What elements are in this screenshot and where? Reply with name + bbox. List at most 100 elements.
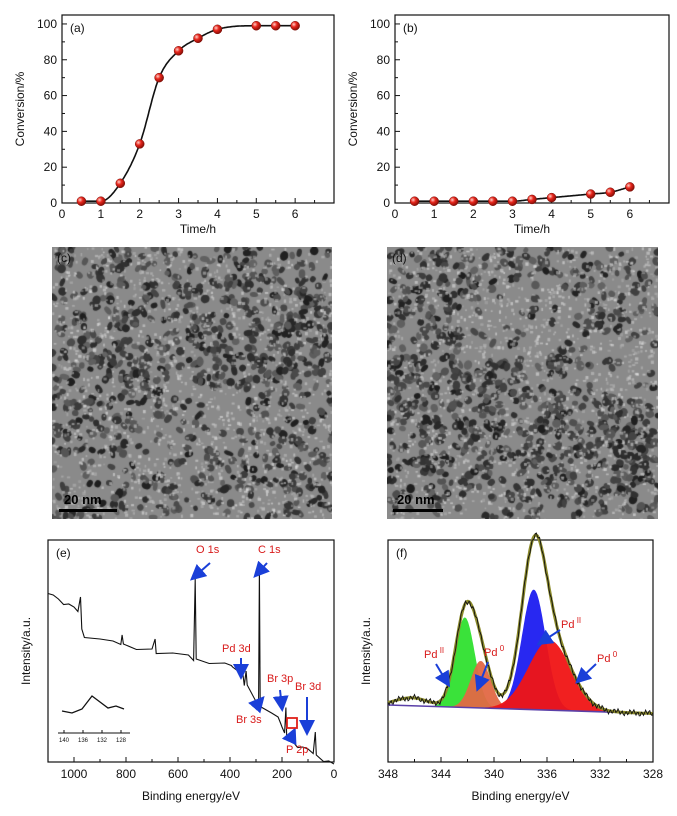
y-tick-label: 80 bbox=[44, 53, 58, 67]
x-tick-label: 5 bbox=[587, 207, 594, 221]
data-point bbox=[134, 139, 145, 149]
data-point bbox=[251, 20, 262, 31]
x-tick-label: 2 bbox=[470, 207, 477, 221]
inset-spectrum bbox=[61, 695, 125, 714]
data-point bbox=[625, 182, 635, 192]
scale-text-d: 20 nm bbox=[397, 492, 435, 507]
data-point bbox=[448, 196, 459, 206]
annotation-arrow bbox=[253, 560, 271, 578]
data-point bbox=[605, 187, 616, 198]
data-point bbox=[193, 33, 203, 44]
data-point bbox=[527, 194, 537, 205]
x-tick-label: 2 bbox=[136, 207, 143, 221]
x-tick-label: 6 bbox=[292, 207, 299, 221]
peak-pdII-3d3-fill bbox=[425, 617, 505, 709]
data-point bbox=[546, 192, 557, 203]
data-point bbox=[507, 196, 518, 206]
tem-image-d: (d) 20 nm bbox=[387, 247, 658, 519]
experimental-trace bbox=[387, 532, 654, 717]
data-point bbox=[115, 178, 126, 189]
x-axis-label: Binding energy/eV bbox=[471, 789, 569, 803]
data-point bbox=[154, 72, 164, 83]
inset-tick-label: 132 bbox=[97, 738, 108, 744]
tem-texture-d bbox=[387, 247, 658, 519]
x-tick-label: 0 bbox=[59, 207, 66, 221]
x-tick-label: 800 bbox=[116, 767, 136, 781]
x-tick-label: 3 bbox=[509, 207, 516, 221]
y-tick-label: 40 bbox=[44, 124, 58, 138]
annotation-arrow bbox=[575, 663, 597, 684]
panel-label: (b) bbox=[403, 21, 418, 35]
x-tick-label: 0 bbox=[331, 767, 338, 781]
y-tick-label: 60 bbox=[377, 89, 391, 103]
inset-tick-label: 136 bbox=[78, 738, 89, 744]
y-axis-label: Conversion/% bbox=[13, 71, 27, 146]
data-point bbox=[290, 20, 300, 31]
tem-texture-c bbox=[52, 247, 332, 519]
peak-label: Pd II bbox=[424, 646, 444, 661]
fit-line bbox=[81, 24, 296, 202]
x-tick-label: 0 bbox=[392, 207, 399, 221]
x-tick-label: 340 bbox=[484, 767, 504, 781]
data-point bbox=[468, 196, 479, 206]
peak-annotation: Br 3p bbox=[267, 673, 293, 685]
peak-pdII-3d5-fill bbox=[486, 589, 582, 712]
panel-label: (f) bbox=[396, 546, 407, 560]
peak-annotation: C 1s bbox=[258, 544, 281, 556]
x-axis-label: Time/h bbox=[514, 222, 550, 236]
x-tick-label: 1 bbox=[98, 207, 105, 221]
annotation-arrow bbox=[248, 695, 265, 714]
x-tick-label: 1 bbox=[431, 207, 438, 221]
data-point bbox=[488, 196, 498, 206]
plot-frame bbox=[394, 14, 670, 204]
x-tick-label: 332 bbox=[590, 767, 610, 781]
x-tick-label: 6 bbox=[627, 207, 634, 221]
x-tick-label: 400 bbox=[220, 767, 240, 781]
y-tick-label: 40 bbox=[377, 124, 391, 138]
tem-image-c: (c) 20 nm bbox=[52, 247, 332, 519]
data-point bbox=[270, 20, 281, 31]
y-axis-label: Intensity/a.u. bbox=[19, 617, 33, 685]
peak-pd0-3d5-fill bbox=[464, 640, 635, 713]
annotation-arrow bbox=[474, 661, 490, 692]
x-tick-label: 348 bbox=[378, 767, 398, 781]
peak-label: Pd II bbox=[561, 616, 581, 631]
y-tick-label: 100 bbox=[370, 17, 390, 31]
spectrum-line bbox=[47, 566, 335, 765]
x-tick-label: 344 bbox=[431, 767, 451, 781]
annotation-arrow bbox=[272, 689, 289, 712]
data-point bbox=[409, 196, 420, 206]
peak-annotation: Br 3s bbox=[236, 714, 262, 726]
x-tick-label: 3 bbox=[175, 207, 182, 221]
y-tick-label: 60 bbox=[44, 89, 58, 103]
panel-label-d: (d) bbox=[392, 251, 407, 265]
plot-frame bbox=[47, 539, 335, 763]
scale-bar-d bbox=[393, 509, 443, 512]
annotation-arrow bbox=[536, 629, 561, 646]
data-point bbox=[76, 196, 87, 206]
x-tick-label: 5 bbox=[253, 207, 260, 221]
y-axis-label: Conversion/% bbox=[346, 71, 360, 146]
fit-line bbox=[414, 186, 631, 202]
annotation-arrow bbox=[190, 562, 211, 581]
annotation-arrow bbox=[281, 727, 297, 746]
panel-label-c: (c) bbox=[57, 251, 71, 265]
inset-tick-label: 128 bbox=[116, 738, 127, 744]
peak-label: Pd 0 bbox=[597, 650, 618, 665]
scale-bar-c bbox=[59, 509, 117, 512]
x-tick-label: 4 bbox=[214, 207, 221, 221]
panel-label: (a) bbox=[70, 21, 85, 35]
x-axis-label: Binding energy/eV bbox=[142, 789, 240, 803]
y-tick-label: 80 bbox=[377, 53, 391, 67]
x-axis-label: Time/h bbox=[180, 222, 216, 236]
peak-annotation: P 2p bbox=[286, 744, 308, 756]
y-tick-label: 100 bbox=[37, 17, 57, 31]
x-tick-label: 1000 bbox=[61, 767, 88, 781]
highlight-box bbox=[286, 717, 298, 729]
y-axis-label: Intensity/a.u. bbox=[359, 617, 373, 685]
x-tick-label: 4 bbox=[548, 207, 555, 221]
x-tick-label: 336 bbox=[537, 767, 557, 781]
panel-label: (e) bbox=[56, 546, 71, 560]
data-point bbox=[96, 196, 106, 206]
